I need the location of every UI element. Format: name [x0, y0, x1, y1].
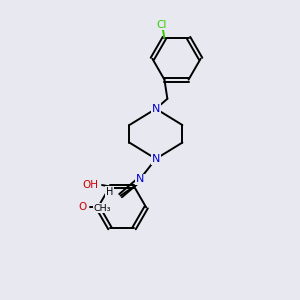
Text: N: N: [152, 104, 160, 114]
Text: OH: OH: [83, 180, 99, 190]
Text: H: H: [106, 187, 113, 197]
Text: N: N: [152, 154, 160, 164]
Text: Cl: Cl: [156, 20, 167, 30]
Text: CH₃: CH₃: [94, 204, 111, 213]
Text: O: O: [78, 202, 87, 212]
Text: N: N: [136, 174, 144, 184]
